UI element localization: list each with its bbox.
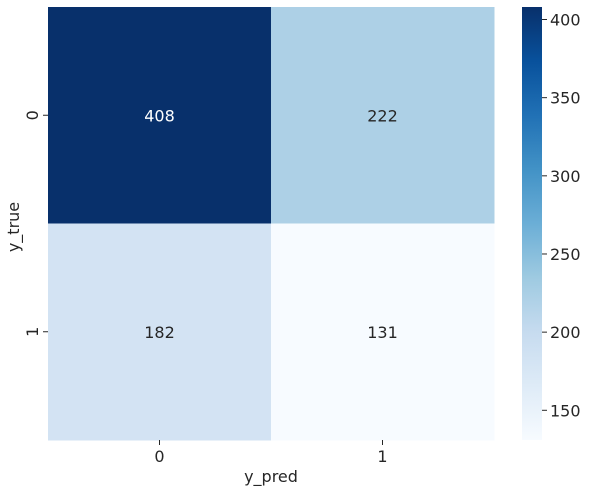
y-axis-ticks: 01 (23, 110, 48, 337)
colorbar-tick-label: 200 (550, 323, 581, 342)
y-tick-label: 0 (23, 110, 42, 120)
heatmap-cell (271, 223, 495, 441)
heatmap-cell (48, 7, 272, 224)
heatmap-cell (48, 223, 272, 441)
y-axis-label: y_true (4, 202, 24, 252)
x-tick-label: 0 (154, 447, 164, 466)
x-axis-label: y_pred (244, 467, 298, 487)
colorbar-tick-label: 350 (550, 89, 581, 108)
heatmap-cells (48, 7, 495, 441)
heatmap-cell (271, 7, 495, 224)
y-tick-label: 1 (23, 327, 42, 337)
cell-value-label: 131 (367, 323, 398, 342)
heatmap-cell-labels: 408 222 182 131 (144, 106, 398, 342)
x-tick-label: 1 (377, 447, 387, 466)
cell-value-label: 182 (144, 323, 175, 342)
colorbar-ticks: 150 200 250 300 350 400 (542, 11, 581, 420)
colorbar-tick-label: 400 (550, 11, 581, 30)
cell-value-label: 222 (367, 106, 398, 125)
colorbar-tick-label: 250 (550, 245, 581, 264)
colorbar-tick-label: 300 (550, 167, 581, 186)
colorbar-tick-label: 150 (550, 401, 581, 420)
cell-value-label: 408 (144, 106, 175, 125)
colorbar (522, 7, 542, 440)
